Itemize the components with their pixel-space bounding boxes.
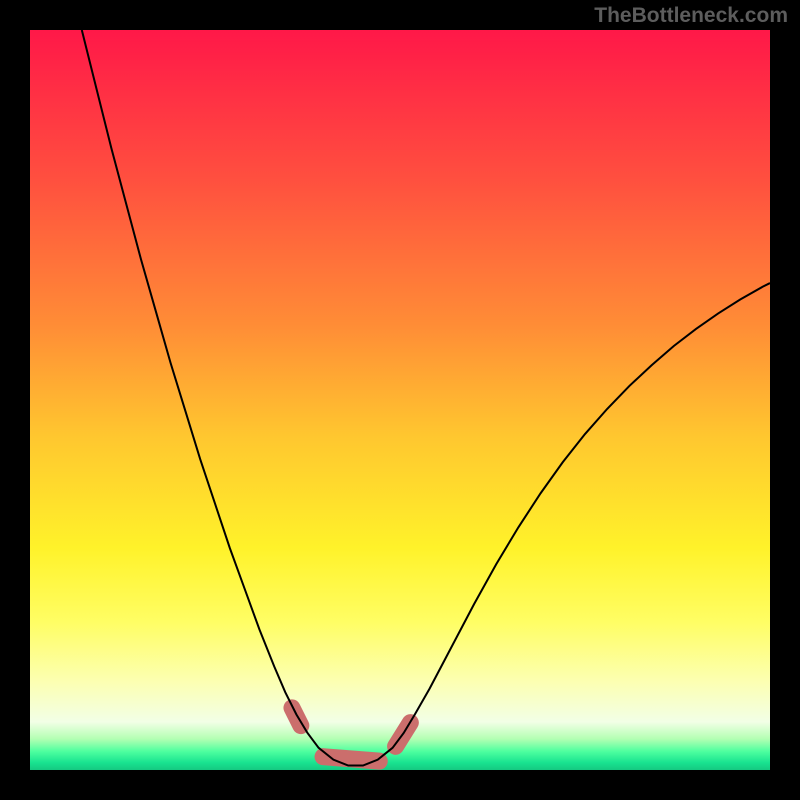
plot-area (30, 30, 770, 770)
gradient-background (30, 30, 770, 770)
chart-svg (30, 30, 770, 770)
watermark-text: TheBottleneck.com (594, 4, 788, 28)
